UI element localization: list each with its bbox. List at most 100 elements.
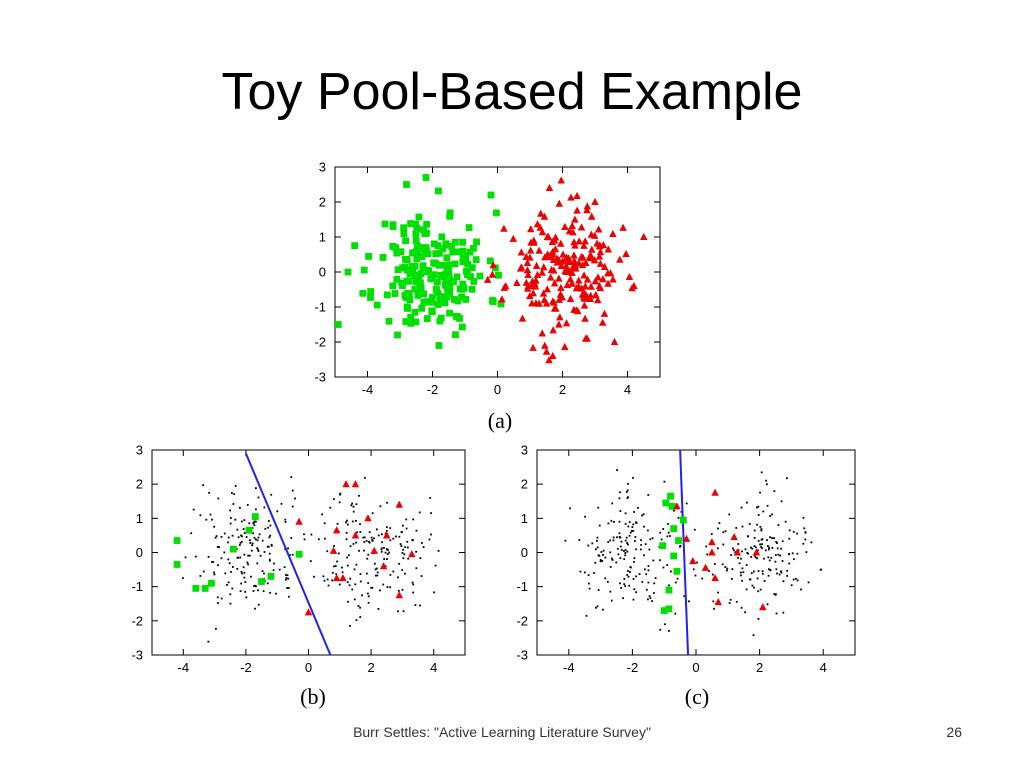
triangle-point xyxy=(562,319,571,327)
unlabeled-point xyxy=(331,571,334,574)
unlabeled-point xyxy=(227,541,229,544)
triangle-point xyxy=(701,563,710,571)
unlabeled-point xyxy=(579,570,582,573)
triangle-point xyxy=(595,252,604,260)
unlabeled-point xyxy=(680,510,683,513)
unlabeled-point xyxy=(617,553,620,556)
unlabeled-point xyxy=(324,537,326,540)
unlabeled-point xyxy=(400,545,403,547)
triangle-point xyxy=(600,262,609,270)
y-tick-label-c: -1 xyxy=(516,579,528,594)
unlabeled-point xyxy=(269,591,271,594)
unlabeled-point xyxy=(359,573,362,576)
triangle-point xyxy=(529,343,537,351)
triangle-point xyxy=(610,337,619,346)
square-point xyxy=(412,220,419,228)
unlabeled-point xyxy=(358,549,360,552)
unlabeled-point xyxy=(355,541,357,544)
unlabeled-point xyxy=(241,535,243,538)
unlabeled-point xyxy=(239,542,242,544)
unlabeled-point xyxy=(386,558,388,560)
square-point xyxy=(462,296,470,303)
square-point xyxy=(476,272,484,280)
unlabeled-point xyxy=(332,498,335,501)
unlabeled-point xyxy=(401,569,404,571)
triangle-point xyxy=(566,275,575,283)
unlabeled-point xyxy=(359,616,362,618)
triangle-point xyxy=(545,183,554,192)
unlabeled-point xyxy=(780,570,782,573)
triangle-point xyxy=(517,248,526,256)
unlabeled-point xyxy=(278,568,281,571)
unlabeled-point xyxy=(291,505,294,508)
unlabeled-point xyxy=(732,549,735,552)
unlabeled-point xyxy=(664,623,666,626)
unlabeled-point xyxy=(591,542,594,545)
unlabeled-point xyxy=(226,583,228,586)
unlabeled-point xyxy=(243,553,246,556)
unlabeled-point xyxy=(802,542,805,545)
square-point xyxy=(470,278,478,285)
square-point xyxy=(434,242,442,250)
unlabeled-point xyxy=(587,544,590,547)
triangle-point xyxy=(551,245,560,253)
unlabeled-point xyxy=(406,540,409,543)
square-point xyxy=(258,578,265,585)
triangle-point xyxy=(604,269,612,277)
unlabeled-point xyxy=(645,588,648,591)
unlabeled-point xyxy=(609,590,612,593)
unlabeled-point xyxy=(620,549,623,551)
unlabeled-point xyxy=(766,539,768,542)
unlabeled-point xyxy=(357,604,360,607)
unlabeled-point xyxy=(346,519,348,522)
unlabeled-point xyxy=(604,577,607,580)
unlabeled-point xyxy=(329,506,332,509)
unlabeled-point xyxy=(624,585,627,587)
unlabeled-point xyxy=(598,524,601,527)
unlabeled-point xyxy=(634,521,637,524)
unlabeled-point xyxy=(243,571,246,574)
triangle-point xyxy=(575,237,583,245)
square-point xyxy=(453,273,461,281)
triangle-point xyxy=(552,304,560,312)
square-point xyxy=(399,264,406,272)
square-point xyxy=(441,299,449,307)
unlabeled-point xyxy=(712,600,715,603)
square-point xyxy=(668,502,676,510)
unlabeled-point xyxy=(256,539,259,542)
unlabeled-point xyxy=(716,547,719,550)
unlabeled-point xyxy=(685,502,688,505)
y-tick-label-a: 3 xyxy=(319,160,326,175)
square-point xyxy=(467,273,474,280)
triangle-point xyxy=(304,608,313,616)
unlabeled-point xyxy=(774,594,777,596)
unlabeled-point xyxy=(359,580,362,583)
unlabeled-point xyxy=(290,476,293,478)
unlabeled-point xyxy=(744,611,747,614)
unlabeled-point xyxy=(647,494,650,496)
unlabeled-point xyxy=(774,554,777,556)
scatter-panel-b: -4 -2 0 2 4 -3 -2 -1 0 1 2 3 xyxy=(115,440,475,695)
unlabeled-point xyxy=(351,520,354,523)
unlabeled-point xyxy=(213,571,215,574)
unlabeled-point xyxy=(243,576,246,579)
unlabeled-point xyxy=(352,510,355,513)
scatter-panel-c: -4 -2 0 2 4 -3 -2 -1 0 1 2 3 xyxy=(500,440,865,695)
footer-citation: Burr Settles: "Active Learning Literatur… xyxy=(353,724,651,740)
unlabeled-point xyxy=(626,574,629,576)
unlabeled-point xyxy=(724,566,727,568)
triangle-point xyxy=(559,250,567,258)
unlabeled-point xyxy=(363,549,365,552)
triangle-point xyxy=(581,237,589,245)
unlabeled-point xyxy=(287,547,289,550)
unlabeled-point xyxy=(257,548,259,551)
square-point xyxy=(458,293,465,301)
square-point xyxy=(468,264,476,272)
x-tick-label-a: -2 xyxy=(427,382,439,397)
triangle-point xyxy=(501,282,510,290)
unlabeled-point xyxy=(335,573,338,576)
unlabeled-point xyxy=(610,557,613,560)
unlabeled-point xyxy=(236,556,239,559)
triangle-point xyxy=(557,176,565,184)
square-point xyxy=(451,260,459,268)
